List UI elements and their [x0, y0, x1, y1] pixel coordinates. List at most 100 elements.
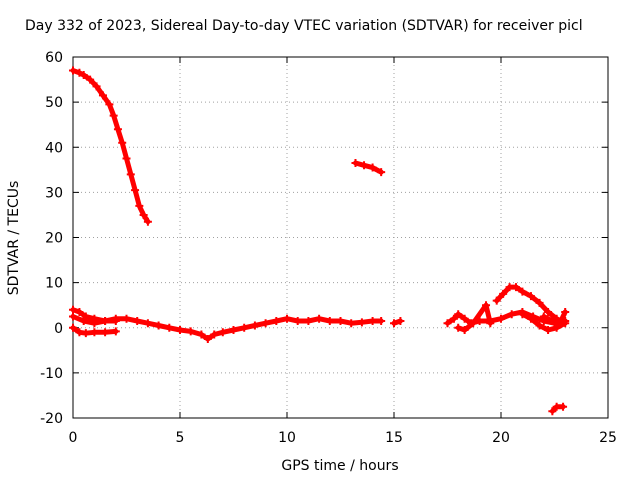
data-point — [304, 316, 313, 325]
series-arc-low-start — [69, 323, 120, 338]
data-point — [518, 310, 527, 319]
data-point — [210, 330, 219, 339]
y-axis-label: SDTVAR / TECUs — [6, 181, 22, 296]
data-point — [75, 68, 84, 77]
data-point — [561, 319, 570, 328]
data-point — [561, 307, 570, 316]
data-point — [229, 326, 238, 335]
data-point — [368, 316, 377, 325]
data-point — [218, 328, 227, 337]
series-line — [70, 68, 151, 225]
data-point — [377, 316, 386, 325]
data-point — [559, 402, 568, 411]
data-point — [552, 323, 561, 332]
data-point — [360, 161, 369, 170]
data-point — [240, 323, 249, 332]
data-point — [111, 327, 120, 336]
data-point — [92, 82, 101, 91]
data-point — [535, 298, 544, 307]
data-point — [176, 326, 184, 335]
series-line — [70, 307, 384, 342]
x-tick-label: 25 — [599, 430, 617, 446]
data-point — [143, 319, 152, 328]
data-point — [126, 170, 135, 179]
data-point — [154, 321, 163, 330]
data-point — [197, 330, 206, 339]
series-arc-main-band — [69, 305, 386, 344]
series-arc-band-upper — [69, 312, 120, 328]
data-point — [351, 159, 360, 168]
data-point — [544, 326, 553, 335]
data-point — [98, 91, 107, 100]
x-tick-label: 15 — [385, 430, 403, 446]
data-point — [122, 154, 131, 163]
x-tick-label: 0 — [69, 430, 78, 446]
y-tick-label: 10 — [45, 276, 63, 292]
data-point — [75, 307, 84, 316]
data-point — [518, 287, 527, 296]
y-tick-label: 60 — [45, 50, 63, 66]
data-point — [135, 201, 144, 210]
data-point — [535, 321, 544, 330]
data-point — [105, 100, 114, 109]
data-point — [499, 289, 508, 298]
data-point — [497, 314, 505, 323]
data-point — [283, 314, 291, 323]
axis-ticks: 0 5 10 15 20 25 -20 -10 0 10 20 30 40 50 60 — [40, 50, 617, 446]
series-arc-negative — [548, 402, 568, 416]
data-point — [469, 319, 478, 328]
data-point — [390, 319, 398, 328]
data-point — [186, 327, 195, 336]
data-point — [548, 316, 557, 325]
data-point — [81, 329, 90, 338]
data-point — [203, 335, 212, 344]
data-point — [113, 125, 122, 134]
data-point — [69, 323, 77, 332]
data-point — [486, 319, 495, 328]
data-point — [539, 312, 548, 321]
series-arc-late-tail — [539, 307, 570, 325]
data-point — [482, 301, 491, 310]
data-point — [460, 314, 469, 323]
data-point — [131, 186, 140, 195]
data-point — [454, 310, 463, 319]
data-point — [548, 407, 557, 416]
data-point — [133, 316, 142, 325]
data-point — [396, 316, 405, 325]
series-arc-late-noise — [454, 301, 495, 335]
series-arc-late-bump — [492, 283, 570, 335]
data-point — [449, 314, 458, 323]
data-point — [122, 314, 131, 323]
y-tick-label: 40 — [45, 140, 63, 156]
data-point — [79, 316, 88, 325]
y-tick-label: -10 — [40, 366, 63, 382]
data-point — [556, 316, 565, 325]
x-tick-label: 5 — [176, 430, 185, 446]
series-line — [541, 309, 568, 324]
data-point — [492, 296, 501, 305]
y-tick-label: 50 — [45, 95, 63, 111]
data-point — [544, 307, 553, 316]
y-tick-label: -20 — [40, 411, 63, 427]
data-point — [69, 312, 77, 321]
data-point — [293, 316, 302, 325]
data-point — [443, 319, 452, 328]
data-point — [526, 314, 535, 323]
data-point — [357, 318, 366, 327]
series-arc-high-mid — [351, 159, 386, 177]
data-point — [86, 75, 95, 84]
y-tick-label: 0 — [54, 321, 63, 337]
data-point — [90, 328, 99, 337]
data-point — [347, 319, 356, 328]
data-point — [79, 71, 88, 80]
data-point — [272, 316, 281, 325]
data-point — [250, 321, 259, 330]
series-arc-short-end — [390, 316, 405, 328]
data-point — [454, 323, 463, 332]
data-point — [101, 328, 110, 337]
y-tick-label: 30 — [45, 185, 63, 201]
data-point — [69, 305, 77, 314]
data-series — [69, 66, 570, 416]
data-point — [111, 316, 120, 325]
